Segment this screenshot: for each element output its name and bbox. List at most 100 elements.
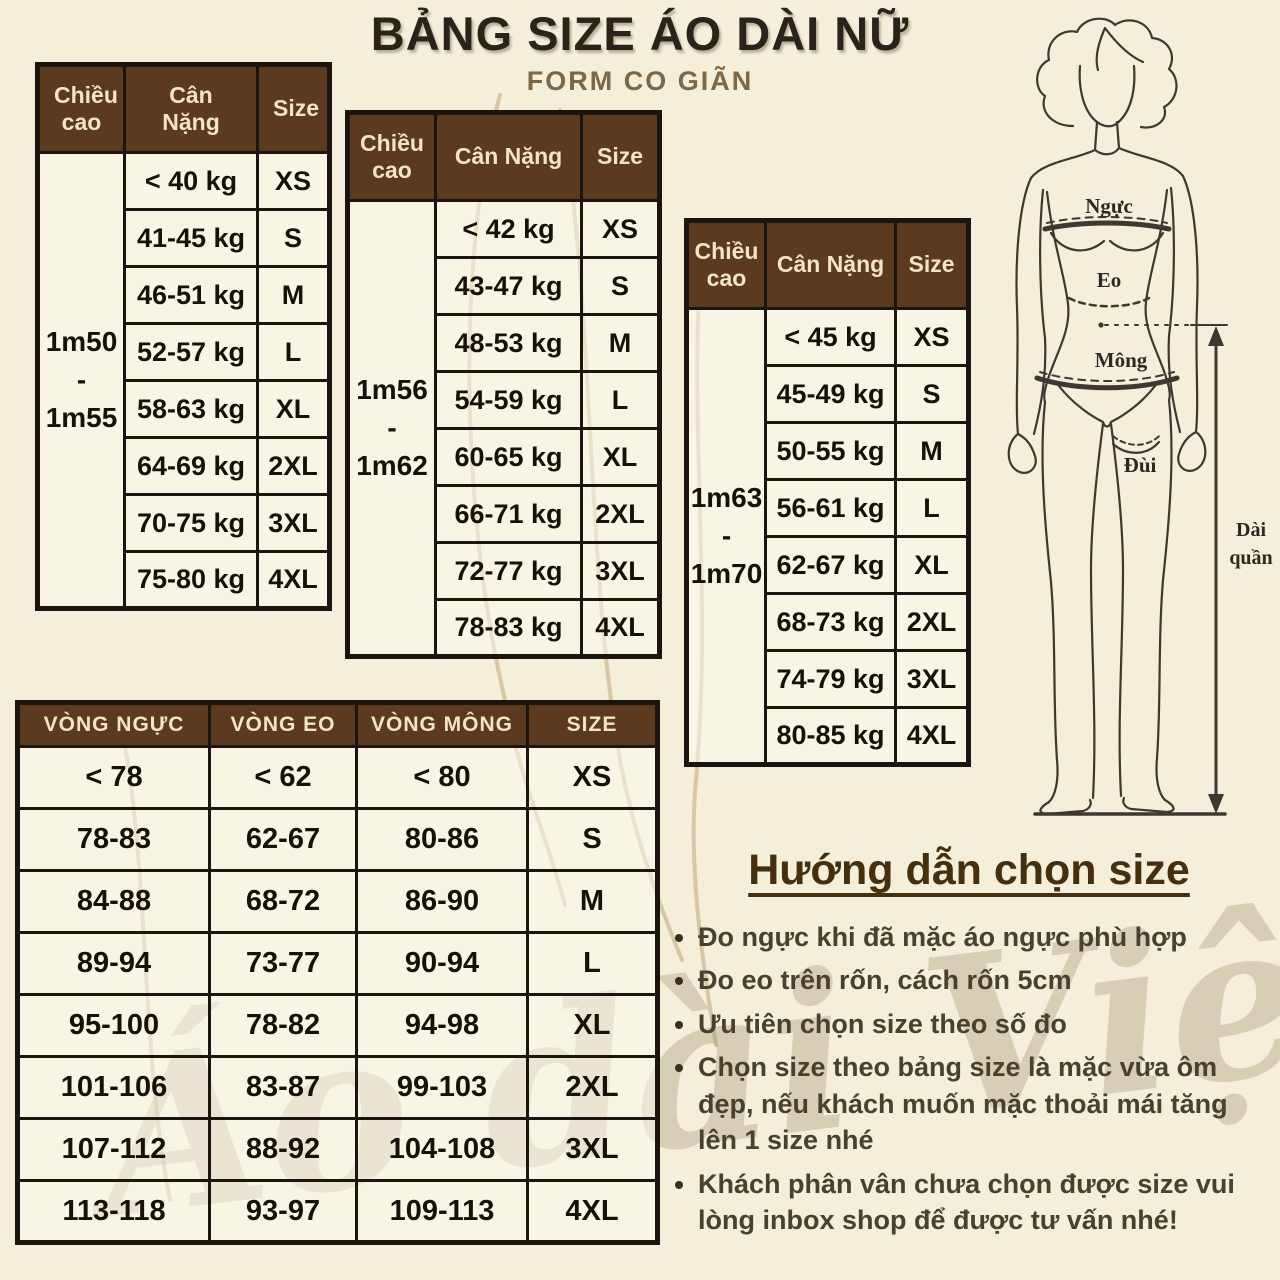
- size-cell: 3XL: [526, 1117, 659, 1182]
- weight-size-table-1m63-1m70: Chiều cao Cân Nặng Size 1m63 - 1m70 < 45…: [684, 218, 971, 767]
- size-guide-item: Ưu tiên chọn size theo số đo: [698, 1006, 1270, 1042]
- column-header-weight: Cân Nặng: [434, 111, 583, 202]
- hair-part-lines: [1095, 26, 1145, 72]
- weight-cell: 50-55 kg: [764, 421, 897, 481]
- hip-label: Mông: [1095, 348, 1148, 372]
- hip-cell: 99-103: [355, 1055, 529, 1120]
- weight-cell: 48-53 kg: [434, 313, 583, 373]
- height-range-from: 1m63: [690, 482, 763, 514]
- size-cell: 3XL: [256, 493, 331, 553]
- left-arm: [1015, 176, 1033, 436]
- height-range-to: 1m70: [690, 557, 763, 589]
- hip-dashed-line: [1039, 371, 1175, 382]
- table-row: 52-57 kg L: [38, 322, 331, 382]
- size-guide-heading: Hướng dẫn chọn size: [748, 846, 1190, 894]
- waist-label: Eo: [1097, 268, 1122, 292]
- table-row: 89-94 73-77 90-94 L: [16, 931, 659, 996]
- column-header-weight: Cân Nặng: [123, 63, 259, 154]
- bust-cell: 89-94: [16, 931, 211, 996]
- weight-cell: 78-83 kg: [434, 598, 583, 658]
- feet: [1039, 796, 1175, 816]
- weight-cell: 74-79 kg: [764, 649, 897, 709]
- size-cell: 3XL: [894, 649, 970, 709]
- waist-dashed-line: [1067, 296, 1151, 308]
- hip-cell: 104-108: [355, 1117, 529, 1182]
- weight-size-table-1m56-1m62: Chiều cao Cân Nặng Size 1m56 - 1m62 < 42…: [345, 110, 662, 659]
- size-cell: 4XL: [894, 706, 970, 766]
- table-row: 58-63 kg XL: [38, 379, 331, 439]
- table-row: 64-69 kg 2XL: [38, 436, 331, 496]
- weight-cell: 70-75 kg: [123, 493, 259, 553]
- height-range-dash: -: [76, 364, 87, 396]
- table-header-row: Chiều cao Cân Nặng Size: [685, 219, 970, 310]
- table-row: 74-79 kg 3XL: [687, 649, 970, 709]
- size-cell: 2XL: [526, 1055, 659, 1120]
- size-cell: S: [894, 364, 970, 424]
- height-range-from: 1m50: [45, 326, 118, 358]
- hip-cell: 109-113: [355, 1179, 529, 1244]
- inner-arm-lines: [1032, 186, 1182, 436]
- weight-cell: 62-67 kg: [764, 535, 897, 595]
- size-guide-section: Hướng dẫn chọn size Đo ngực khi đã mặc á…: [668, 846, 1270, 1246]
- bust-cell: < 78: [16, 745, 211, 810]
- table-row: 70-75 kg 3XL: [38, 493, 331, 553]
- weight-cell: 41-45 kg: [123, 208, 259, 268]
- height-range-cell: 1m56 - 1m62: [346, 199, 437, 658]
- table-row: 1m56 - 1m62 < 42 kg XS: [346, 199, 661, 658]
- hip-cell: 80-86: [355, 807, 529, 872]
- bust-cell: 107-112: [16, 1117, 211, 1182]
- table-row: 107-112 88-92 104-108 3XL: [16, 1117, 659, 1182]
- size-cell: 4XL: [526, 1179, 659, 1244]
- height-range-to: 1m55: [45, 401, 118, 433]
- size-cell: XS: [894, 307, 970, 367]
- hip-cell: 94-98: [355, 993, 529, 1058]
- hip-cell: 90-94: [355, 931, 529, 996]
- size-guide-item: Khách phân vân chưa chọn được size vui l…: [698, 1166, 1270, 1239]
- page-subtitle: FORM CO GIÃN: [526, 66, 754, 96]
- column-header-waist: VÒNG EO: [208, 701, 358, 748]
- column-header-height: Chiều cao: [685, 219, 767, 310]
- column-header-size: Size: [256, 63, 331, 154]
- weight-cell: 68-73 kg: [764, 592, 897, 652]
- hip-cell: < 80: [355, 745, 529, 810]
- size-cell: XS: [256, 151, 331, 211]
- table-row: 75-80 kg 4XL: [38, 550, 331, 610]
- size-guide-item: Đo ngực khi đã mặc áo ngực phù hợp: [698, 919, 1270, 955]
- table-row: 62-67 kg XL: [687, 535, 970, 595]
- size-guide-item: Chọn size theo bảng size là mặc vừa ôm đ…: [698, 1049, 1270, 1158]
- left-hand: [1007, 432, 1037, 474]
- column-header-size: SIZE: [526, 701, 659, 748]
- height-range-cell: 1m50 - 1m55: [36, 151, 126, 610]
- column-header-weight: Cân Nặng: [764, 219, 897, 310]
- size-cell: M: [256, 265, 331, 325]
- weight-size-table-1m50-1m55: Chiều cao Cân Nặng Size 1m50 - 1m55 < 40…: [35, 62, 332, 611]
- weight-cell: 58-63 kg: [123, 379, 259, 439]
- size-guide-item: Đo eo trên rốn, cách rốn 5cm: [698, 962, 1270, 998]
- table-header-row: VÒNG NGỰC VÒNG EO VÒNG MÔNG SIZE: [16, 701, 659, 748]
- hair-outline: [1036, 17, 1178, 129]
- waist-cell: 83-87: [208, 1055, 358, 1120]
- size-cell: 2XL: [894, 592, 970, 652]
- table-row: 50-55 kg M: [687, 421, 970, 481]
- table-row: 41-45 kg S: [38, 208, 331, 268]
- waist-cell: 68-72: [208, 869, 358, 934]
- weight-cell: < 42 kg: [434, 199, 583, 259]
- size-cell: 2XL: [580, 484, 661, 544]
- table-row: < 78 < 62 < 80 XS: [16, 745, 659, 810]
- weight-cell: 52-57 kg: [123, 322, 259, 382]
- column-header-height: Chiều cao: [36, 63, 126, 154]
- table-row: 68-73 kg 2XL: [687, 592, 970, 652]
- height-range-from: 1m56: [356, 374, 428, 406]
- size-cell: XL: [256, 379, 331, 439]
- arrowhead-down: [1208, 794, 1224, 814]
- waist-cell: < 62: [208, 745, 358, 810]
- size-cell: M: [894, 421, 970, 481]
- size-cell: L: [256, 322, 331, 382]
- bust-cell: 113-118: [16, 1179, 211, 1244]
- chest-dashed-line: [1046, 216, 1168, 224]
- waist-cell: 73-77: [208, 931, 358, 996]
- bust-cell: 95-100: [16, 993, 211, 1058]
- height-range-dash: -: [387, 412, 397, 444]
- bust-curves: [1049, 231, 1165, 252]
